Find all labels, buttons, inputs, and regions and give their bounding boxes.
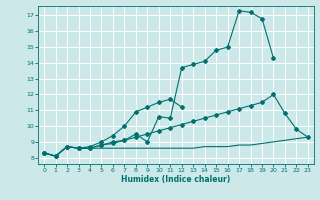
X-axis label: Humidex (Indice chaleur): Humidex (Indice chaleur)	[121, 175, 231, 184]
